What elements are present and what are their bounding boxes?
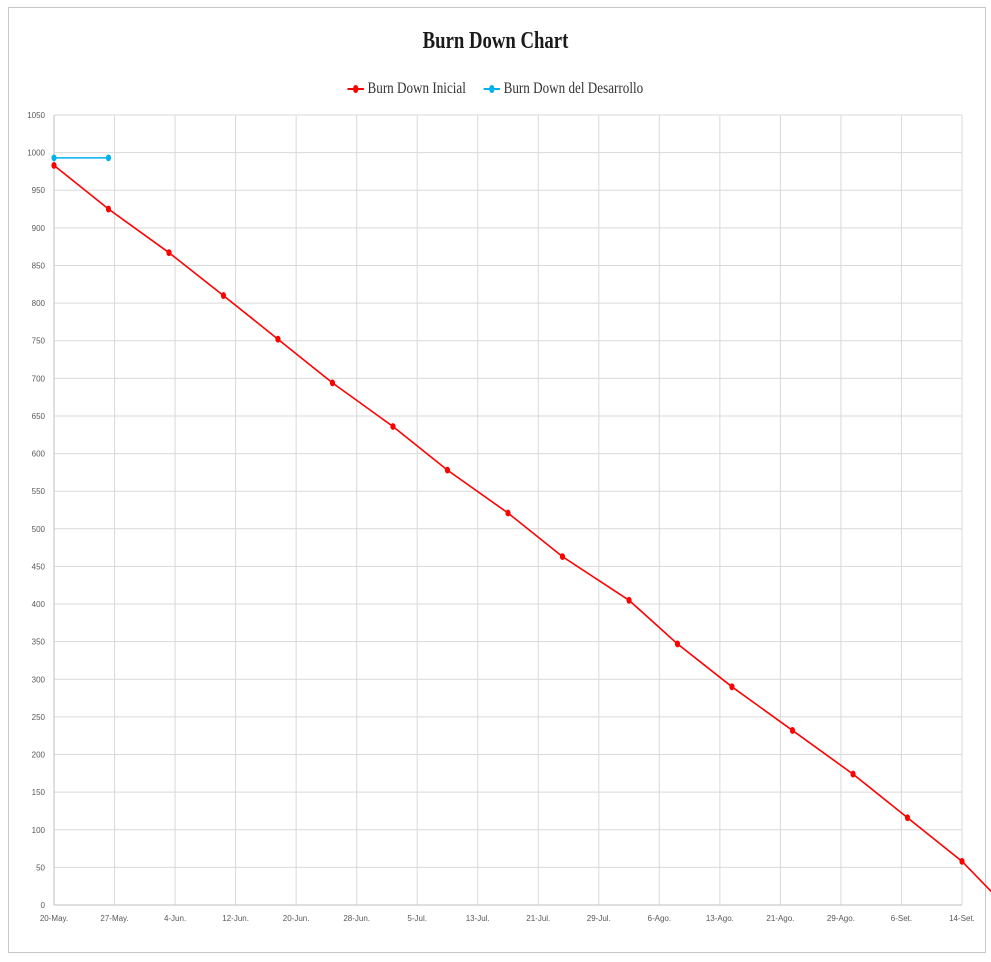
x-tick-label: 6-Ago.: [648, 914, 672, 923]
y-tick-label: 100: [32, 826, 46, 835]
data-point-0: [959, 857, 965, 865]
data-point-1: [105, 154, 112, 162]
data-point-0: [390, 423, 396, 430]
y-tick-label: 150: [32, 788, 46, 797]
y-tick-label: 400: [32, 600, 46, 609]
legend-item-burn-down-desarrollo: Burn Down del Desarrollo: [483, 80, 644, 98]
x-tick-label: 29-Jul.: [587, 914, 611, 923]
y-tick-label: 300: [32, 675, 46, 684]
x-tick-label: 13-Ago.: [706, 914, 734, 923]
y-tick-label: 50: [36, 863, 45, 872]
y-tick-label: 0: [41, 901, 46, 910]
y-tick-label: 500: [32, 525, 46, 534]
data-point-0: [729, 683, 735, 691]
data-point-0: [850, 770, 856, 778]
y-tick-label: 1000: [27, 149, 45, 158]
chart-title: Burn Down Chart: [422, 28, 569, 54]
y-tick-label: 750: [32, 337, 46, 346]
data-point-0: [275, 335, 281, 343]
x-tick-label: 13-Jul.: [466, 914, 490, 923]
data-point-0: [505, 509, 511, 517]
y-tick-label: 650: [32, 412, 46, 421]
x-tick-label: 21-Jul.: [526, 914, 550, 923]
y-tick-label: 200: [32, 751, 46, 760]
data-point-0: [904, 814, 911, 822]
y-tick-label: 250: [32, 713, 46, 722]
data-point-0: [626, 596, 632, 604]
x-tick-label: 21-Ago.: [766, 914, 794, 923]
y-tick-label: 850: [32, 261, 46, 270]
y-tick-label: 350: [32, 638, 46, 647]
data-point-0: [789, 727, 796, 734]
x-tick-label: 6-Set.: [891, 914, 912, 923]
data-point-0: [674, 640, 681, 648]
x-tick-label: 14-Set.: [949, 914, 975, 923]
legend-swatch-red: [347, 84, 365, 94]
legend-label-burn-down-inicial: Burn Down Inicial: [367, 80, 466, 97]
legend-item-burn-down-inicial: Burn Down Inicial: [347, 80, 466, 98]
chart-legend: Burn Down Inicial Burn Down del Desarrol…: [89, 80, 902, 98]
data-point-0: [166, 249, 172, 257]
data-point-0: [51, 162, 57, 169]
data-point-1: [51, 154, 57, 162]
y-tick-label: 450: [32, 562, 46, 571]
x-tick-label: 27-May.: [100, 914, 128, 923]
data-point-0: [559, 553, 566, 561]
legend-label-burn-down-desarrollo: Burn Down del Desarrollo: [503, 80, 644, 97]
series-line-0: [53, 164, 991, 893]
y-tick-label: 600: [32, 450, 46, 459]
chart-frame: [8, 7, 986, 953]
data-point-0: [329, 379, 336, 387]
y-tick-label: 550: [32, 487, 46, 496]
x-tick-label: 12-Jun.: [222, 914, 249, 923]
x-tick-label: 29-Ago.: [827, 914, 855, 923]
legend-swatch-blue: [483, 84, 501, 94]
y-tick-label: 800: [32, 299, 46, 308]
x-tick-label: 28-Jun.: [343, 914, 370, 923]
data-point-0: [220, 292, 227, 299]
y-tick-label: 1050: [27, 111, 45, 120]
y-tick-label: 900: [32, 224, 46, 233]
x-tick-label: 20-May.: [40, 914, 68, 923]
x-tick-label: 4-Jun.: [164, 914, 186, 923]
data-point-0: [444, 466, 451, 474]
x-tick-label: 5-Jul.: [407, 914, 427, 923]
y-tick-label: 700: [32, 374, 46, 383]
data-point-0: [105, 205, 112, 213]
y-tick-label: 950: [32, 186, 46, 195]
x-tick-label: 20-Jun.: [283, 914, 310, 923]
